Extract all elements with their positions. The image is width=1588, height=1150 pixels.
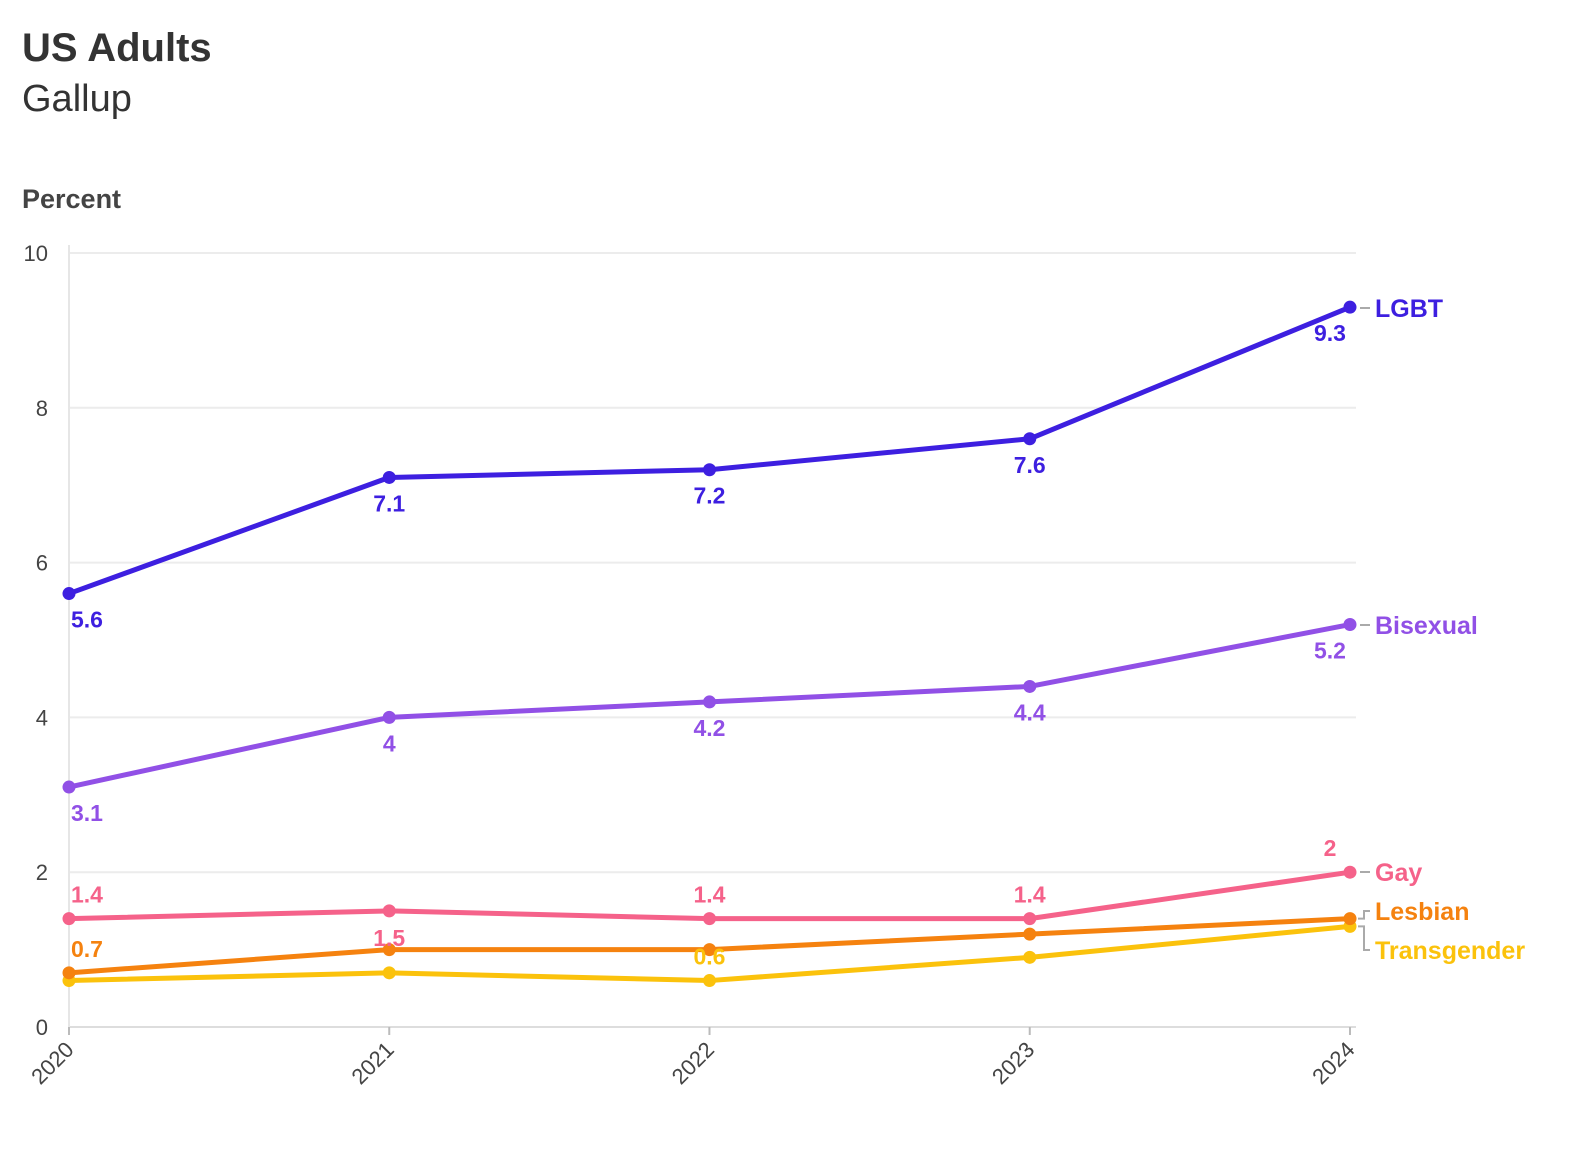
series-label-bisexual: Bisexual [1375, 612, 1478, 640]
y-axis-label: Percent [22, 184, 122, 214]
data-label-lgbt-2024: 9.3 [1314, 320, 1346, 346]
data-point-lesbian-2023 [1023, 927, 1037, 941]
data-point-bisexual-2023 [1023, 679, 1037, 693]
data-label-gay-2020: 1.4 [71, 882, 103, 908]
y-tick-label-8: 8 [36, 396, 48, 421]
data-label-bisexual-2020: 3.1 [71, 800, 103, 826]
x-tick-label-2022: 2022 [667, 1037, 719, 1089]
data-point-lgbt-2024 [1343, 300, 1357, 314]
data-point-lgbt-2022 [703, 463, 716, 477]
data-point-lgbt-2020 [62, 587, 76, 601]
data-point-transgender-2022 [703, 974, 716, 988]
data-label-lgbt-2023: 7.6 [1014, 452, 1046, 478]
series-lgbt [62, 300, 1357, 601]
data-point-gay-2021 [382, 904, 396, 918]
series-label-group-lgbt: LGBT [1360, 295, 1443, 323]
y-tick-label-10: 10 [24, 241, 48, 266]
series-lesbian [62, 912, 1357, 980]
data-label-gay-2021: 1.5 [373, 925, 405, 951]
data-point-gay-2020 [62, 912, 76, 926]
x-tick-label-2021: 2021 [346, 1037, 398, 1089]
data-label-lgbt-2022: 7.2 [694, 483, 726, 509]
data-point-bisexual-2021 [382, 710, 396, 724]
chart-title: US Adults [22, 26, 212, 70]
data-point-bisexual-2022 [703, 695, 716, 709]
series-label-group-lesbian: Lesbian [1358, 898, 1469, 926]
series-bisexual [62, 618, 1357, 794]
data-label-bisexual-2022: 4.2 [694, 715, 726, 741]
data-point-gay-2022 [703, 912, 716, 926]
gridlines [68, 245, 1356, 1028]
y-axis-ticks: 0 2 4 6 8 10 [24, 241, 48, 1040]
data-point-lesbian-2020 [62, 966, 76, 980]
data-point-lesbian-2024 [1343, 912, 1357, 926]
chart-subtitle: Gallup [22, 78, 132, 120]
data-point-lesbian-2022 [703, 943, 716, 957]
x-tick-label-2024: 2024 [1307, 1037, 1359, 1089]
data-point-transgender-2023 [1023, 950, 1037, 964]
data-point-lesbian-2021 [382, 943, 396, 957]
data-label-lgbt-2020: 5.6 [71, 607, 103, 633]
data-point-gay-2024 [1343, 865, 1357, 879]
data-label-gay-2023: 1.4 [1014, 882, 1046, 908]
data-label-bisexual-2024: 5.2 [1314, 638, 1346, 664]
series-label-group-transgender: Transgender [1358, 925, 1525, 965]
series-label-lgbt: LGBT [1375, 295, 1443, 323]
series-label-transgender: Transgender [1375, 937, 1525, 965]
series-group: 5.6 7.1 7.2 7.6 9.3 3.1 4 4.2 4.4 5.2 1.4 1.5 1.4 1.4… [62, 300, 1357, 988]
data-point-gay-2023 [1023, 912, 1037, 926]
y-tick-label-2: 2 [36, 860, 48, 885]
data-point-lgbt-2021 [382, 470, 396, 484]
data-label-transgender-2022: 0.6 [694, 944, 726, 970]
data-label-bisexual-2023: 4.4 [1014, 699, 1046, 725]
data-point-bisexual-2024 [1343, 618, 1357, 632]
x-tick-label-2023: 2023 [987, 1037, 1039, 1089]
y-tick-label-6: 6 [36, 551, 48, 576]
series-label-group-bisexual: Bisexual [1360, 612, 1478, 640]
series-label-lesbian: Lesbian [1375, 898, 1469, 926]
x-tick-label-2020: 2020 [26, 1037, 78, 1089]
data-point-transgender-2021 [382, 966, 396, 980]
data-label-gay-2022: 1.4 [694, 882, 726, 908]
series-gay [62, 865, 1357, 926]
series-label-gay: Gay [1375, 859, 1422, 887]
data-label-lesbian-2020: 0.7 [71, 936, 103, 962]
data-label-lgbt-2021: 7.1 [373, 490, 405, 516]
data-label-bisexual-2021: 4 [383, 730, 396, 756]
y-tick-label-0: 0 [36, 1015, 48, 1040]
x-axis-ticks: 2020 2021 2022 2023 2024 [26, 1027, 1360, 1089]
connector-lesbian [1358, 910, 1370, 920]
series-end-labels: LGBT Bisexual Gay Lesbian Transgender [1358, 295, 1525, 965]
y-tick-label-4: 4 [36, 705, 48, 730]
data-point-lgbt-2023 [1023, 432, 1037, 446]
series-line-lgbt [66, 304, 1353, 597]
series-label-group-gay: Gay [1360, 859, 1422, 887]
data-point-bisexual-2020 [62, 780, 76, 794]
connector-transgender [1358, 925, 1370, 951]
chart-header: US Adults Gallup [22, 22, 212, 124]
data-label-gay-2024: 2 [1324, 835, 1337, 861]
